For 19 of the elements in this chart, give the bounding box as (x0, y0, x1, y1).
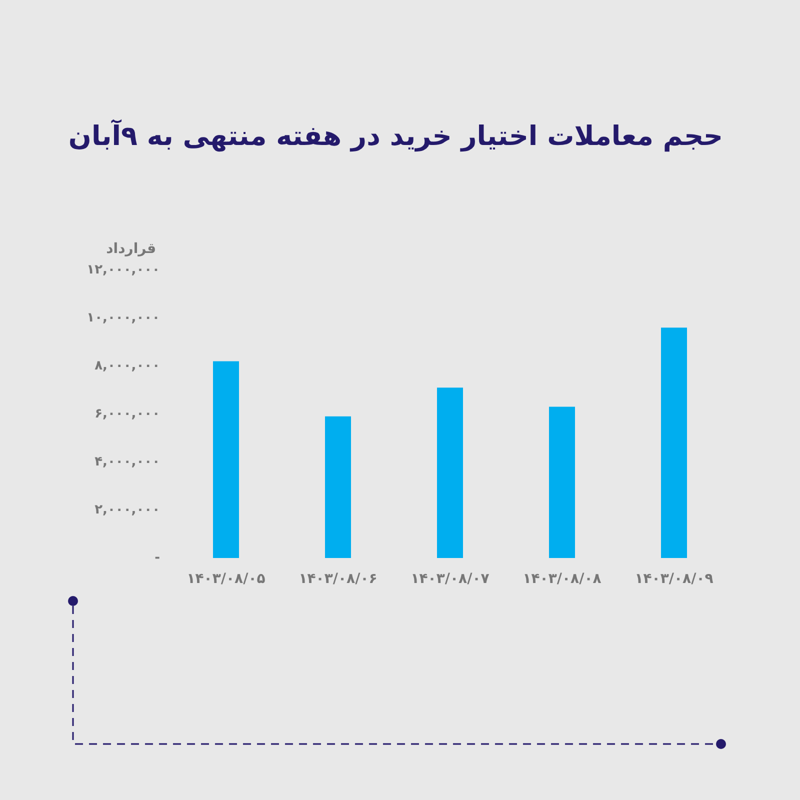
chart-title: حجم معاملات اختیار خرید در هفته منتهی به ۹آبان (68, 119, 724, 152)
bar (213, 361, 239, 558)
y-tick-label: ۸,۰۰۰,۰۰۰ (94, 358, 160, 374)
y-tick-label: - (154, 550, 160, 566)
y-tick-label: ۴,۰۰۰,۰۰۰ (94, 454, 160, 470)
x-tick-label: ۱۴۰۳/۰۸/۰۶ (298, 571, 378, 587)
bar (325, 416, 351, 558)
x-tick-label: ۱۴۰۳/۰۸/۰۷ (410, 571, 490, 587)
bar (437, 388, 463, 558)
y-tick-label: ۲,۰۰۰,۰۰۰ (94, 502, 160, 518)
x-tick-label: ۱۴۰۳/۰۸/۰۸ (522, 571, 602, 587)
y-tick-label: ۶,۰۰۰,۰۰۰ (94, 406, 160, 422)
x-tick-label: ۱۴۰۳/۰۸/۰۹ (634, 571, 714, 587)
x-tick-label: ۱۴۰۳/۰۸/۰۵ (186, 571, 266, 587)
y-tick-label: ۱۰,۰۰۰,۰۰۰ (86, 310, 160, 326)
bar (549, 406, 575, 558)
bar (661, 328, 687, 558)
y-tick-label: ۱۲,۰۰۰,۰۰۰ (86, 262, 160, 278)
y-axis-title: قرارداد (106, 241, 156, 257)
